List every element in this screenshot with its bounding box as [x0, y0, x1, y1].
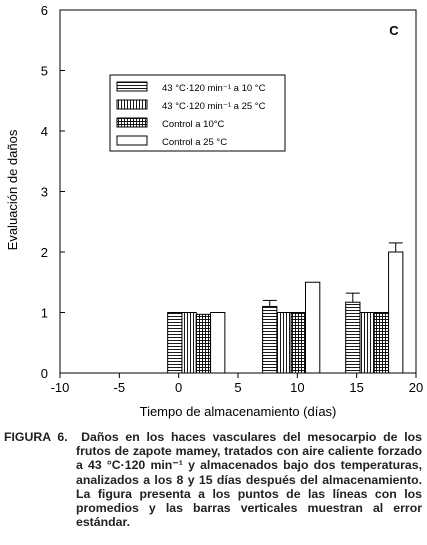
bar [305, 281, 321, 374]
bar [290, 312, 307, 374]
y-tick-label: 2 [41, 245, 48, 260]
legend-swatch [116, 117, 148, 128]
bar [195, 313, 212, 374]
bar [345, 301, 361, 374]
legend-label: 43 °C·120 min⁻¹ a 10 °C [162, 83, 266, 94]
bar [167, 312, 183, 374]
bar [210, 312, 226, 374]
y-tick-label: 0 [41, 366, 48, 381]
x-tick-label: 5 [234, 380, 241, 395]
y-tick-label: 5 [41, 64, 48, 79]
bar [359, 312, 375, 374]
caption-label: FIGURA 6. [4, 430, 68, 444]
chart: C Tiempo de almacenamiento (días) Evalua… [5, 3, 423, 419]
y-axis-label: Evaluación de daños [5, 129, 20, 250]
bar [388, 251, 404, 374]
bar [373, 312, 390, 374]
legend-label: Control a 10°C [162, 119, 225, 130]
caption: FIGURA 6. Daños en los haces vasculares … [4, 430, 422, 529]
caption-text: Daños en los haces vasculares del mesoca… [76, 430, 422, 530]
legend-label: 43 °C·120 min⁻¹ a 25 °C [162, 101, 266, 112]
legend-swatch [116, 135, 148, 146]
bar [276, 312, 292, 374]
legend-swatch [116, 81, 148, 92]
legend-swatch [116, 99, 148, 110]
x-tick-label: 0 [175, 380, 182, 395]
x-tick-label: -10 [51, 380, 70, 395]
x-tick-label: 20 [409, 380, 423, 395]
y-tick-label: 6 [41, 3, 48, 18]
bar [262, 305, 278, 374]
panel-label: C [389, 23, 399, 38]
bar [181, 312, 197, 374]
legend-label: Control a 25 °C [162, 137, 227, 148]
x-axis-label: Tiempo de almacenamiento (días) [140, 404, 337, 419]
y-tick-label: 1 [41, 306, 48, 321]
y-tick-label: 4 [41, 124, 48, 139]
x-tick-label: -5 [114, 380, 126, 395]
x-tick-label: 10 [290, 380, 304, 395]
y-tick-label: 3 [41, 185, 48, 200]
x-tick-label: 15 [349, 380, 363, 395]
